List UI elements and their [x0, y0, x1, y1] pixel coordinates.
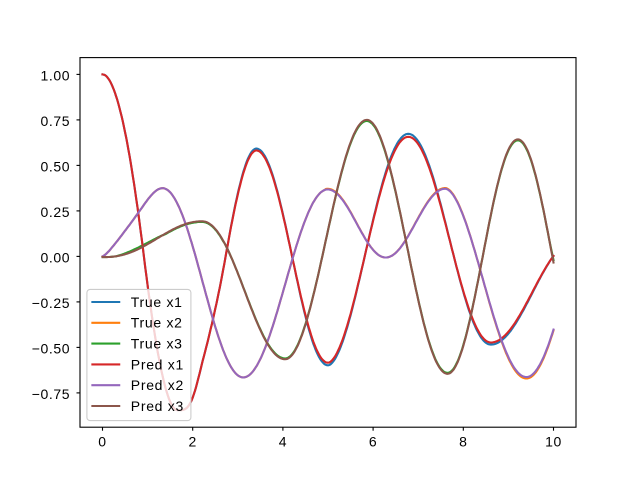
svg-text:−0.75: −0.75: [32, 386, 70, 402]
svg-text:True x2: True x2: [131, 315, 183, 331]
svg-text:−0.50: −0.50: [32, 341, 70, 357]
svg-text:0.50: 0.50: [41, 159, 71, 175]
svg-text:Pred x1: Pred x1: [131, 356, 184, 372]
svg-text:Pred x3: Pred x3: [131, 398, 184, 414]
svg-text:8: 8: [459, 433, 467, 449]
svg-text:0: 0: [98, 433, 106, 449]
svg-text:0.25: 0.25: [41, 204, 71, 220]
svg-text:Pred x2: Pred x2: [131, 377, 184, 393]
svg-text:0.75: 0.75: [41, 113, 71, 129]
svg-text:4: 4: [279, 433, 287, 449]
svg-text:−0.25: −0.25: [32, 295, 70, 311]
svg-text:True x3: True x3: [131, 336, 183, 352]
svg-text:10: 10: [545, 433, 562, 449]
svg-text:1.00: 1.00: [41, 68, 71, 84]
svg-text:2: 2: [189, 433, 197, 449]
svg-text:0.00: 0.00: [41, 250, 71, 266]
svg-text:True x1: True x1: [131, 294, 183, 310]
svg-text:6: 6: [369, 433, 377, 449]
